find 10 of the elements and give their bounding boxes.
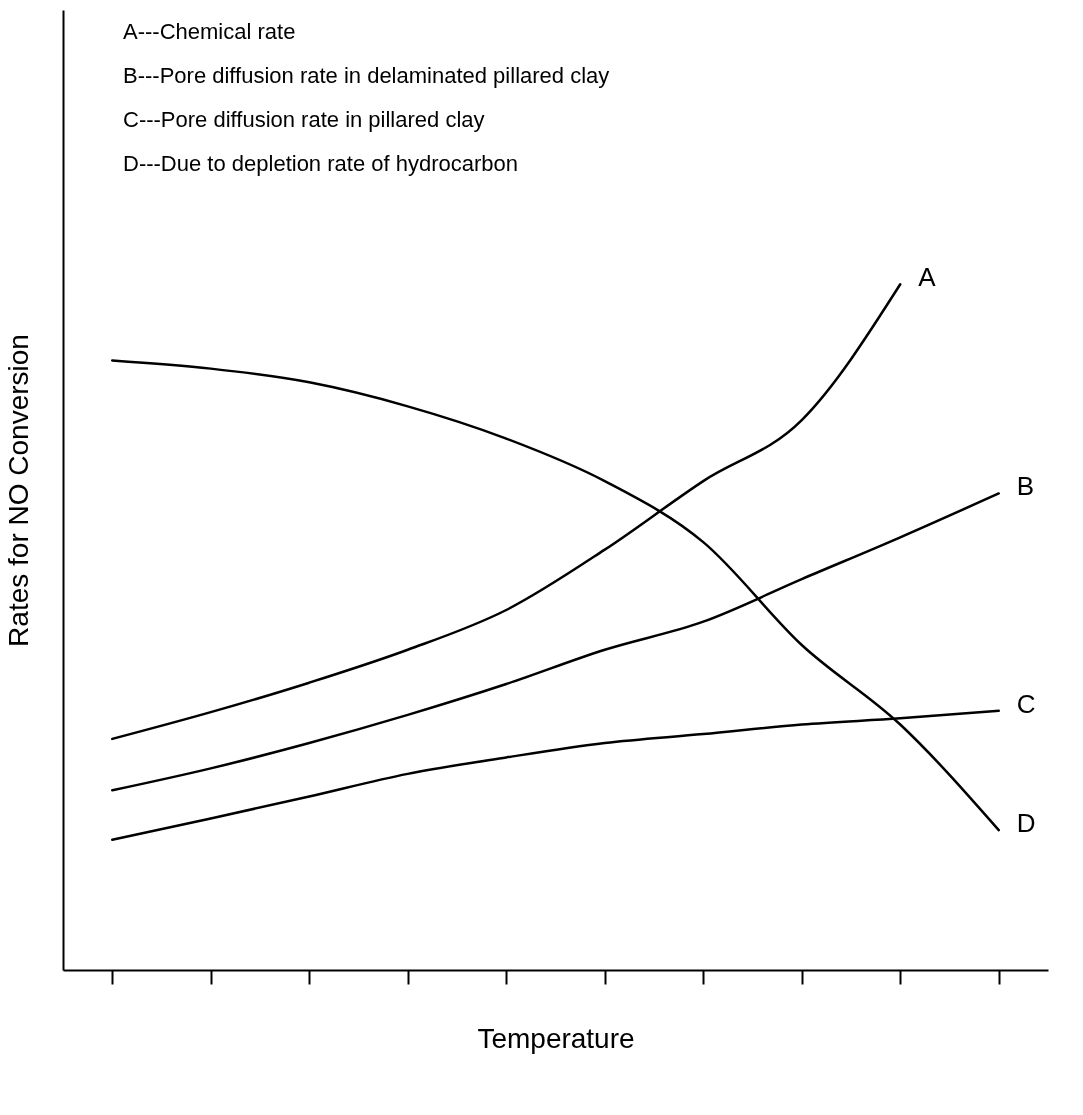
series-label: C [1016,688,1036,719]
text: C---Pore diffusion rate in pillared clay [123,107,485,132]
text: B---Pore diffusion rate in delaminated pillared clay [123,63,610,88]
text: D---Due to depletion rate of hydrocarbon [123,151,518,176]
y-axis-title: Rates for NO Conversion [2,334,34,647]
series-label: D [1016,808,1036,839]
series-label: A [918,262,937,293]
series-label: B [1016,471,1035,502]
text: A---Chemical rate [123,19,296,44]
x-axis-title: Temperature [477,1022,635,1054]
